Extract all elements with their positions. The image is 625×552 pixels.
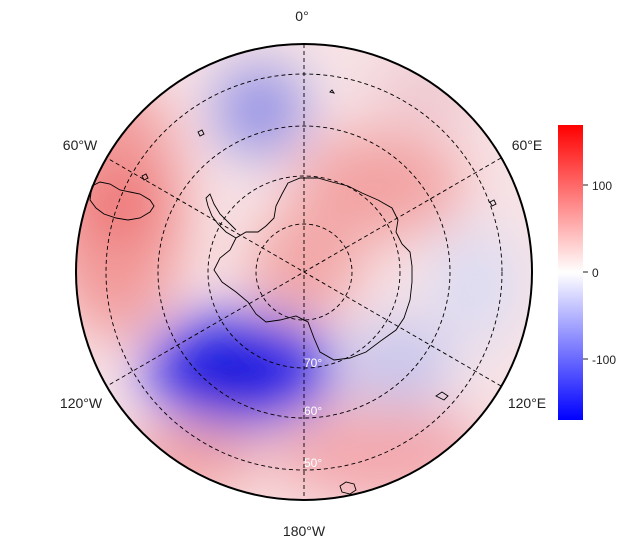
parallel-50 bbox=[157, 125, 451, 419]
colorbar-label-100: 100 bbox=[592, 179, 612, 193]
lon-label-0: 0° bbox=[295, 8, 308, 24]
longitude-labels: 0° 60°E 120°E 180°W 120°W 60°W bbox=[60, 8, 546, 539]
latitude-labels: 70° 60° 50° bbox=[304, 356, 322, 470]
coastlines bbox=[89, 89, 497, 495]
antarctic-peninsula bbox=[205, 193, 237, 239]
lon-label-60e: 60°E bbox=[512, 137, 543, 153]
lat-label-70: 70° bbox=[304, 356, 322, 370]
lon-label-120e: 120°E bbox=[508, 395, 546, 411]
kerguelen-islands bbox=[489, 199, 497, 207]
colorbar-label-0: 0 bbox=[592, 266, 599, 280]
lon-label-120w: 120°W bbox=[60, 395, 103, 411]
lon-label-180w: 180°W bbox=[283, 523, 326, 539]
colorbar-gradient bbox=[558, 125, 583, 420]
antarctica-coastline bbox=[213, 177, 413, 361]
south-georgia bbox=[197, 129, 205, 137]
new-zealand-coastline bbox=[339, 481, 357, 495]
lat-label-60: 60° bbox=[304, 404, 322, 418]
lat-label-50: 50° bbox=[304, 456, 322, 470]
falkland-islands bbox=[141, 173, 149, 181]
map-boundary bbox=[75, 43, 533, 501]
australia-coastline-fragment bbox=[435, 391, 449, 401]
parallel-70 bbox=[255, 223, 353, 321]
lon-label-60w: 60°W bbox=[63, 137, 98, 153]
colorbar: 100 0 -100 bbox=[558, 125, 616, 420]
graticule bbox=[105, 44, 503, 500]
bouvet-island bbox=[329, 89, 336, 94]
meridian-120e-60w bbox=[106, 157, 502, 387]
anomaly-field bbox=[76, 44, 532, 500]
colorbar-label-minus100: -100 bbox=[592, 353, 616, 367]
south-america-coastline bbox=[89, 181, 155, 221]
